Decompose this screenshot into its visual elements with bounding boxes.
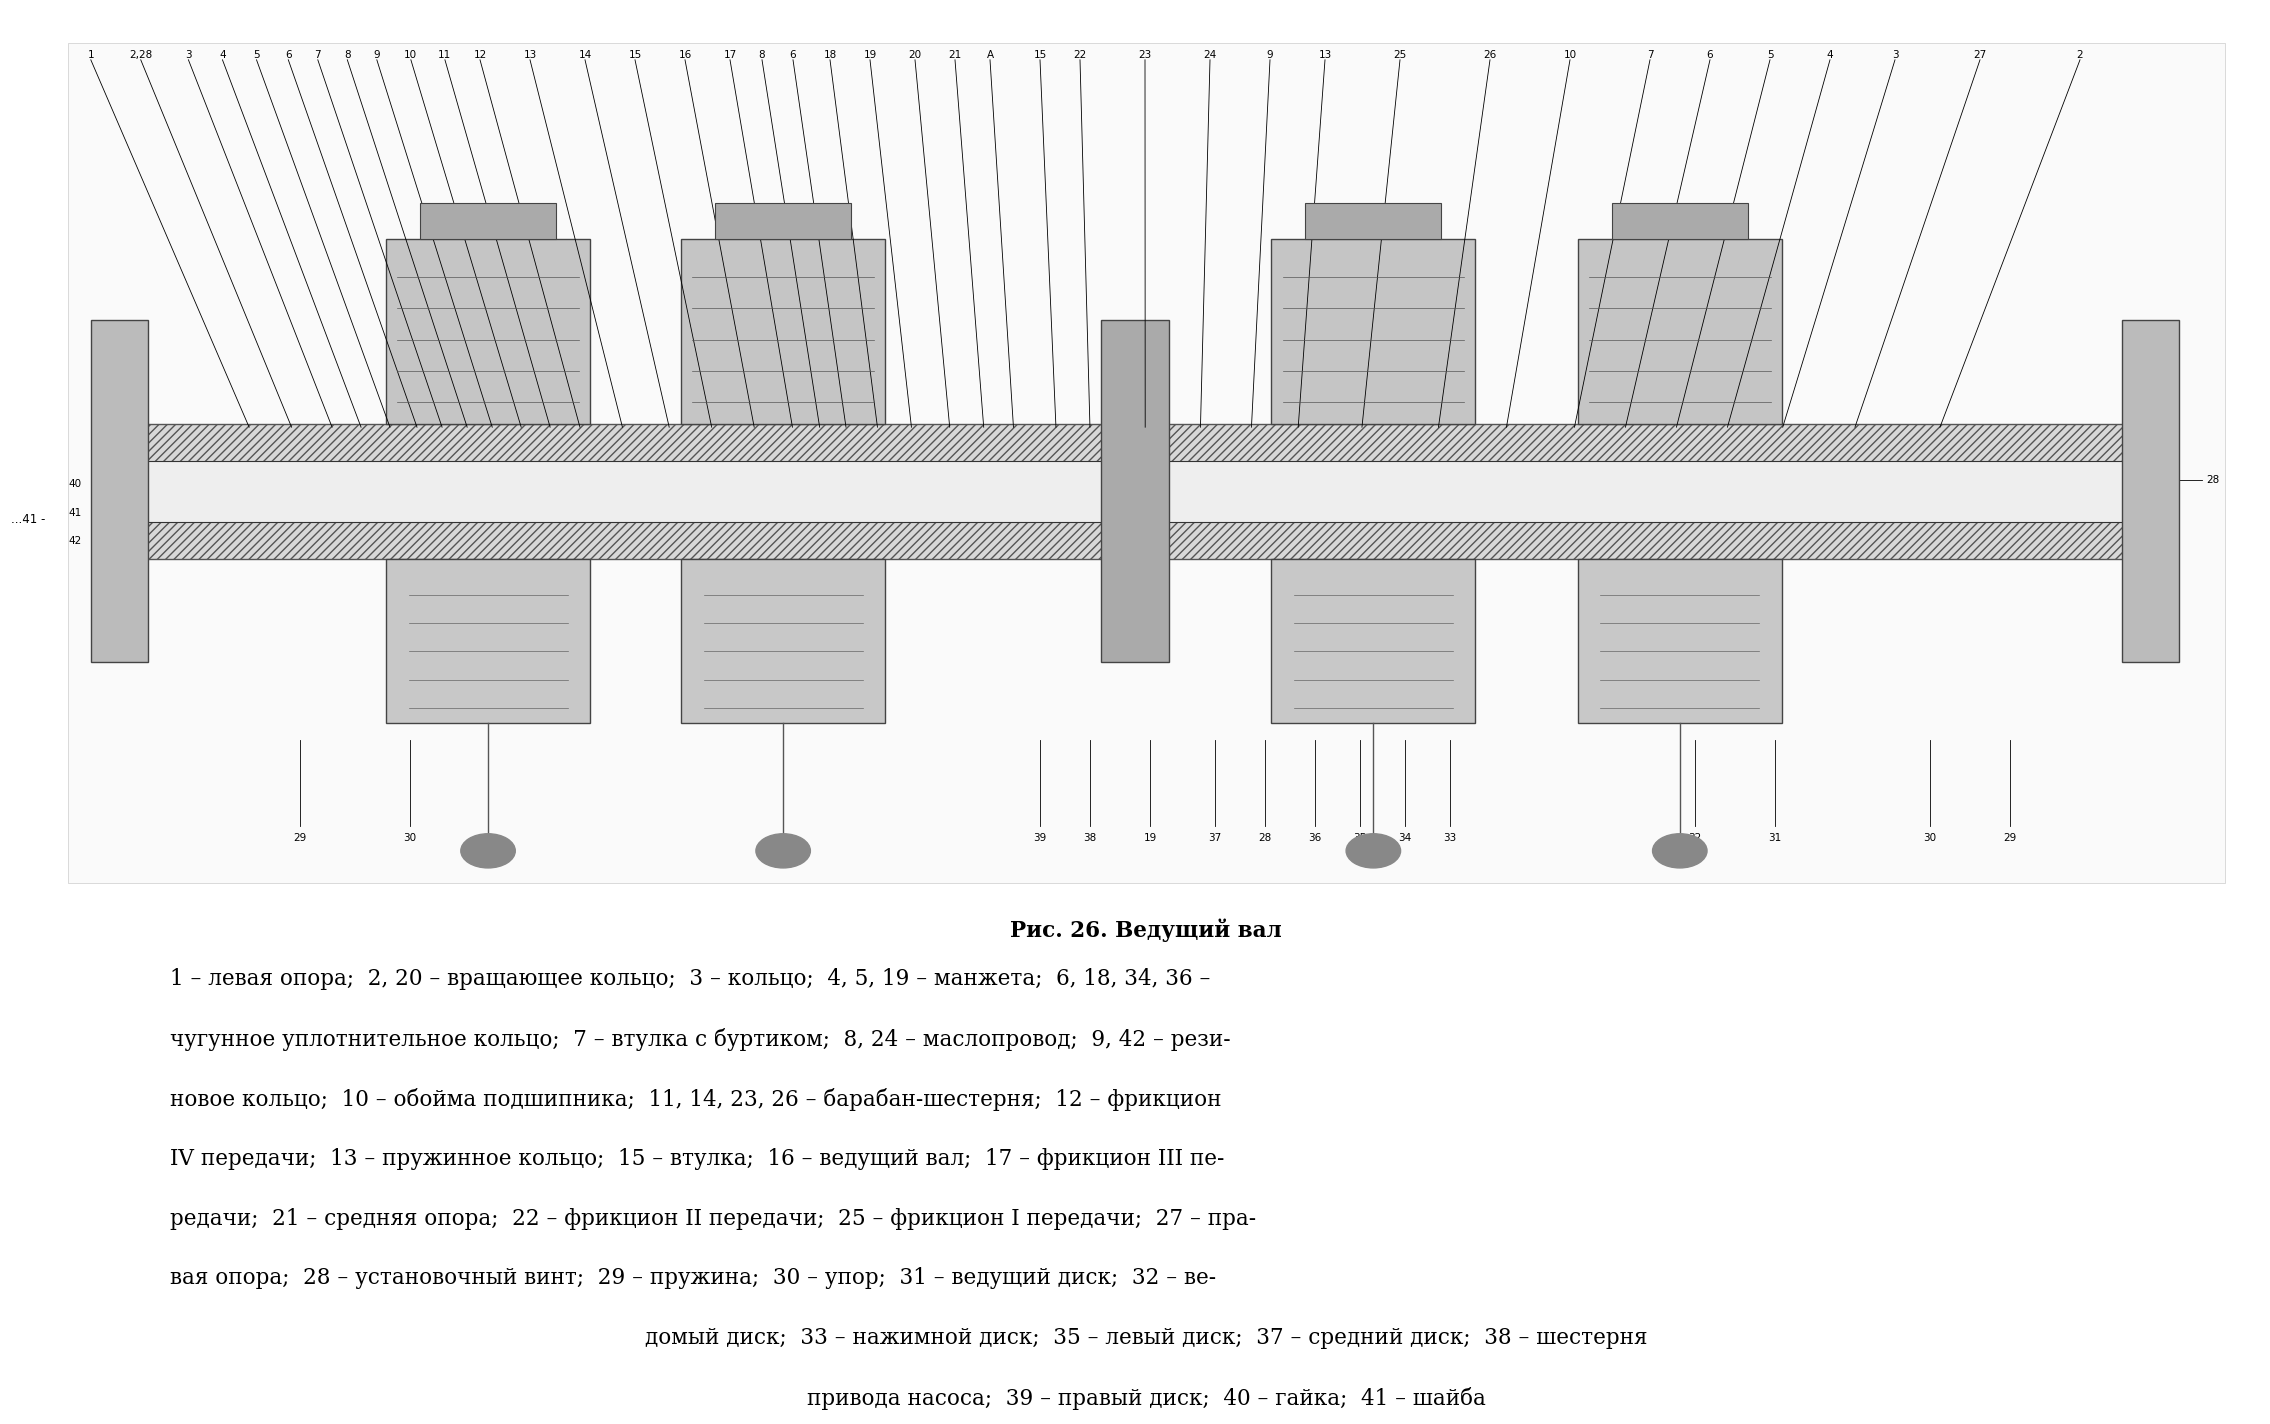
Text: 21: 21 [949, 50, 962, 60]
Text: 9: 9 [1267, 50, 1273, 60]
Bar [681, 238, 885, 424]
Text: 15: 15 [629, 50, 642, 60]
Text: 20: 20 [908, 50, 922, 60]
Bar [420, 202, 556, 238]
Circle shape [1653, 833, 1707, 867]
Text: 35: 35 [1353, 833, 1367, 843]
Text: 37: 37 [1208, 833, 1221, 843]
Text: 29: 29 [2004, 833, 2016, 843]
Text: 3: 3 [1891, 50, 1898, 60]
Bar [715, 202, 851, 238]
Circle shape [461, 833, 515, 867]
Text: A: A [987, 50, 994, 60]
Text: 2: 2 [2077, 50, 2084, 60]
Text: домый диск;  33 – нажимной диск;  35 – левый диск;  37 – средний диск;  38 – шес: домый диск; 33 – нажимной диск; 35 – лев… [645, 1327, 1648, 1349]
Text: 5: 5 [1766, 50, 1773, 60]
Bar [1271, 558, 1476, 722]
Text: редачи;  21 – средняя опора;  22 – фрикцион II передачи;  25 – фрикцион I переда: редачи; 21 – средняя опора; 22 – фрикцио… [170, 1208, 1255, 1229]
Text: 10: 10 [404, 50, 418, 60]
Text: 33: 33 [1444, 833, 1457, 843]
Text: 22: 22 [1074, 50, 1087, 60]
Bar [136, 461, 2134, 521]
Text: 17: 17 [724, 50, 738, 60]
Text: 9: 9 [375, 50, 379, 60]
Text: 28: 28 [1258, 833, 1271, 843]
Text: 41: 41 [68, 507, 82, 518]
Bar [1271, 238, 1476, 424]
Text: 8: 8 [345, 50, 350, 60]
Text: 7: 7 [1646, 50, 1653, 60]
Bar [1612, 202, 1748, 238]
Text: IV передачи;  13 – пружинное кольцо;  15 – втулка;  16 – ведущий вал;  17 – фрик: IV передачи; 13 – пружинное кольцо; 15 –… [170, 1148, 1224, 1169]
Text: 26: 26 [1482, 50, 1496, 60]
Text: 16: 16 [679, 50, 692, 60]
Text: 24: 24 [1203, 50, 1217, 60]
Circle shape [756, 833, 810, 867]
Text: Рис. 26. Ведущий вал: Рис. 26. Ведущий вал [1010, 918, 1283, 943]
Text: 18: 18 [824, 50, 838, 60]
Text: 1: 1 [89, 50, 93, 60]
Bar [1305, 202, 1441, 238]
Bar [1101, 320, 1169, 662]
Bar [1578, 558, 1782, 722]
Text: 15: 15 [1033, 50, 1046, 60]
Bar [386, 238, 590, 424]
Text: 29: 29 [293, 833, 306, 843]
Text: 5: 5 [254, 50, 259, 60]
Text: 14: 14 [579, 50, 592, 60]
Text: 36: 36 [1308, 833, 1321, 843]
Text: 13: 13 [1319, 50, 1332, 60]
Text: чугунное уплотнительное кольцо;  7 – втулка с буртиком;  8, 24 – маслопровод;  9: чугунное уплотнительное кольцо; 7 – втул… [170, 1028, 1230, 1051]
Text: 10: 10 [1564, 50, 1578, 60]
Bar [1578, 238, 1782, 424]
Text: 8: 8 [758, 50, 765, 60]
Text: новое кольцо;  10 – обойма подшипника;  11, 14, 23, 26 – барабан-шестерня;  12 –: новое кольцо; 10 – обойма подшипника; 11… [170, 1088, 1221, 1111]
Text: ...41 -: ...41 - [11, 513, 45, 527]
Text: 7: 7 [316, 50, 320, 60]
Text: 28: 28 [2206, 474, 2220, 486]
Text: 2,28: 2,28 [129, 50, 152, 60]
Text: 19: 19 [1144, 833, 1158, 843]
Text: привода насоса;  39 – правый диск;  40 – гайка;  41 – шайба: привода насоса; 39 – правый диск; 40 – г… [806, 1387, 1487, 1410]
Text: 1 – левая опора;  2, 20 – вращающее кольцо;  3 – кольцо;  4, 5, 19 – манжета;  6: 1 – левая опора; 2, 20 – вращающее кольц… [170, 968, 1210, 990]
Text: 25: 25 [1394, 50, 1407, 60]
Text: 30: 30 [1923, 833, 1936, 843]
Bar [386, 558, 590, 722]
Text: 11: 11 [438, 50, 452, 60]
Text: 31: 31 [1768, 833, 1782, 843]
Circle shape [1346, 833, 1401, 867]
Text: 4: 4 [220, 50, 225, 60]
Text: 34: 34 [1398, 833, 1412, 843]
Text: 40: 40 [68, 478, 82, 490]
Text: 27: 27 [1973, 50, 1986, 60]
Text: 13: 13 [524, 50, 536, 60]
Bar [91, 320, 148, 662]
Text: 6: 6 [286, 50, 291, 60]
Text: 42: 42 [68, 535, 82, 547]
Text: 12: 12 [474, 50, 486, 60]
Text: 19: 19 [863, 50, 876, 60]
Text: 38: 38 [1083, 833, 1096, 843]
Text: 39: 39 [1033, 833, 1046, 843]
Text: 4: 4 [1827, 50, 1834, 60]
Bar [681, 558, 885, 722]
Text: 6: 6 [790, 50, 797, 60]
Text: 3: 3 [186, 50, 191, 60]
Text: вая опора;  28 – установочный винт;  29 – пружина;  30 – упор;  31 – ведущий дис: вая опора; 28 – установочный винт; 29 – … [170, 1267, 1217, 1289]
Text: 32: 32 [1689, 833, 1702, 843]
Bar [136, 424, 2134, 558]
Bar [68, 43, 2225, 883]
Text: 23: 23 [1137, 50, 1151, 60]
Text: 30: 30 [404, 833, 418, 843]
Bar [2122, 320, 2179, 662]
Text: 6: 6 [1707, 50, 1714, 60]
